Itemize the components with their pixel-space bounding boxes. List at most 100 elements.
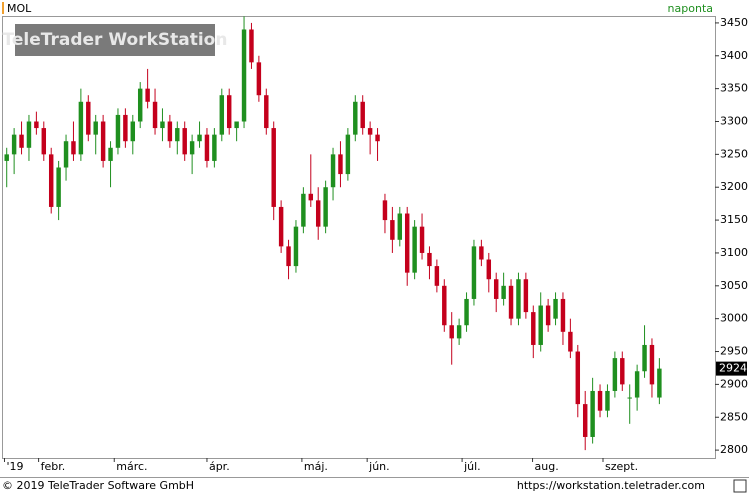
candle-body [516,279,521,319]
x-tick-label: máj. [304,460,328,473]
last-price-box [716,361,747,376]
candle-body [471,246,477,299]
candle-body [56,167,61,207]
candle-body [345,134,351,175]
x-tick-label: aug. [535,460,559,473]
copyright: © 2019 TeleTrader Software GmbH [2,479,194,492]
candle-body [160,121,165,129]
y-tick-label: 3300 [720,114,748,127]
candle-body [479,246,484,260]
candle-body [390,220,395,240]
y-tick-label: 3200 [720,180,748,193]
candle-body [382,200,388,221]
plot-frame [2,16,716,459]
candle-body [627,397,632,399]
candle-body [531,312,536,345]
candle-body [308,193,314,201]
watermark-box [15,24,215,56]
candle-body [456,325,462,339]
y-tick-label: 3050 [720,279,748,292]
candle-body [523,279,529,313]
candle-body [582,404,588,437]
candle-body [241,29,247,122]
candle-body [620,358,625,385]
candle-body [86,101,91,135]
candle-body [63,141,69,168]
candle-body [108,147,113,161]
candle-body [130,121,136,142]
y-tick-label: 3400 [720,49,748,62]
candle-body [419,226,425,253]
y-tick-label: 3350 [720,82,748,95]
candle-body [100,121,106,161]
candle-body [167,121,173,142]
candle-body [271,128,276,207]
candle-body [560,298,566,332]
candle-body [48,154,54,207]
candle-body [486,259,492,280]
candle-body [323,187,328,227]
candle-body [612,358,618,391]
candle-body [249,29,254,63]
candle-body [71,141,76,155]
candle-body [78,101,84,155]
candle-body [493,279,499,299]
candle-body [367,128,373,135]
candle-body [197,134,202,142]
x-tick-label: szept. [605,460,638,473]
candle-body [152,101,158,129]
candle-body [412,226,417,273]
candle-body [315,200,321,227]
y-tick-label: 3100 [720,246,748,259]
candle-body [19,134,24,148]
y-tick-label: 3150 [720,213,748,226]
candle-body [293,226,299,267]
candle-body [649,344,655,385]
candle-body [338,154,343,175]
candle-body [575,351,581,405]
candle-body [189,141,195,155]
candle-body [605,390,610,411]
y-tick-label: 2900 [720,377,748,390]
candle-body [175,128,180,142]
symbol: MOL [7,2,32,15]
candle-body [568,331,573,352]
logo-icon [733,479,747,493]
y-tick-label: 3450 [720,16,748,29]
candle-body [137,88,143,122]
candle-body [642,344,647,372]
candle-body [501,285,506,299]
candle-body [634,371,640,398]
y-tick-label: 3000 [720,312,748,325]
interval: naponta [668,2,713,15]
symbol-marker [2,2,4,14]
candle-body [4,154,9,161]
candle-body [286,246,291,267]
candle-body [657,368,662,398]
candle-body [464,298,469,326]
candle-body [145,88,150,102]
y-tick-label: 2800 [720,443,748,456]
candle-body [41,128,47,155]
y-tick-label: 2950 [720,345,748,358]
y-tick-label: 2850 [720,410,748,423]
x-tick-label: júl. [463,460,481,473]
candle-body [93,121,98,135]
last-price: 2924 [719,362,747,375]
y-tick-label: 3250 [720,147,748,160]
candle-body [375,134,380,142]
candle-body [264,95,269,129]
candle-body [404,213,410,273]
candle-body [278,206,284,247]
candle-body [553,298,558,319]
candle-body [427,252,432,267]
candle-body [182,128,187,155]
x-tick-label: márc. [116,460,147,473]
candle-body [212,134,217,161]
x-tick-label: '19 [6,460,23,473]
candle-body [442,285,447,326]
candle-body [397,213,403,240]
candle-body [26,121,32,148]
